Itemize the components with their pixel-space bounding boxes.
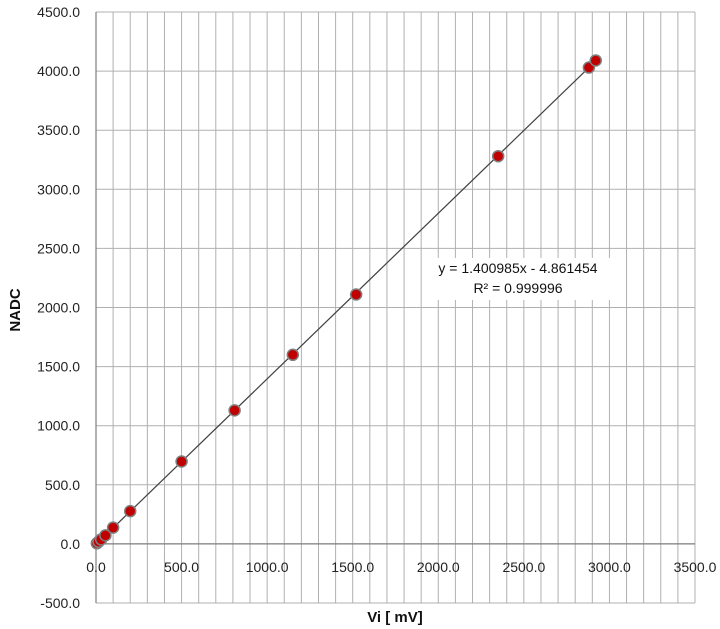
y-tick-label: 2000.0 [37,300,80,316]
y-tick-label: 1000.0 [37,418,80,434]
y-tick-labels: 4500.0 4000.0 3500.0 3000.0 2500.0 2000.0 1500… [37,4,80,611]
y-tick-label: 2500.0 [37,240,80,256]
equation-box [424,258,612,300]
x-tick-label: 3000.0 [588,559,631,575]
y-tick-label: 3000.0 [37,181,80,197]
r-squared-label: R² = 0.999996 [473,280,562,296]
x-axis-title: Vi [ mV] [367,609,423,626]
y-tick-label: 0.0 [61,536,81,552]
data-point [106,521,120,534]
data-point [228,404,241,417]
x-tick-label: 3500.0 [674,559,717,575]
data-point [349,288,363,301]
data-point [589,54,602,67]
y-axis-title: NADC [7,288,24,331]
y-tick-label: 1500.0 [37,359,80,375]
y-tick-label: 4000.0 [37,63,80,79]
x-tick-label: 500.0 [164,559,199,575]
x-tick-label: 1000.0 [246,559,289,575]
x-tick-label: 0.0 [86,559,106,575]
grid-lines [95,11,696,604]
data-point [491,149,505,163]
data-point [99,529,112,542]
x-tick-labels: 0.0 500.0 1000.0 1500.0 2000.0 2500.0 3000.0 35… [86,559,716,575]
trendline [95,60,597,545]
x-tick-label: 2500.0 [502,559,545,575]
x-tick-label: 1500.0 [331,559,374,575]
y-tick-label: 3500.0 [37,122,80,138]
data-point [123,504,137,518]
trendline-equation: y = 1.400985x - 4.861454 [438,260,597,276]
axes [95,12,695,603]
y-tick-label: 4500.0 [37,4,80,20]
data-point [286,348,300,362]
y-tick-label: -500.0 [40,595,80,611]
data-points [90,54,602,550]
y-tick-label: 500.0 [45,477,80,493]
x-tick-label: 2000.0 [417,559,460,575]
data-point [175,455,188,468]
